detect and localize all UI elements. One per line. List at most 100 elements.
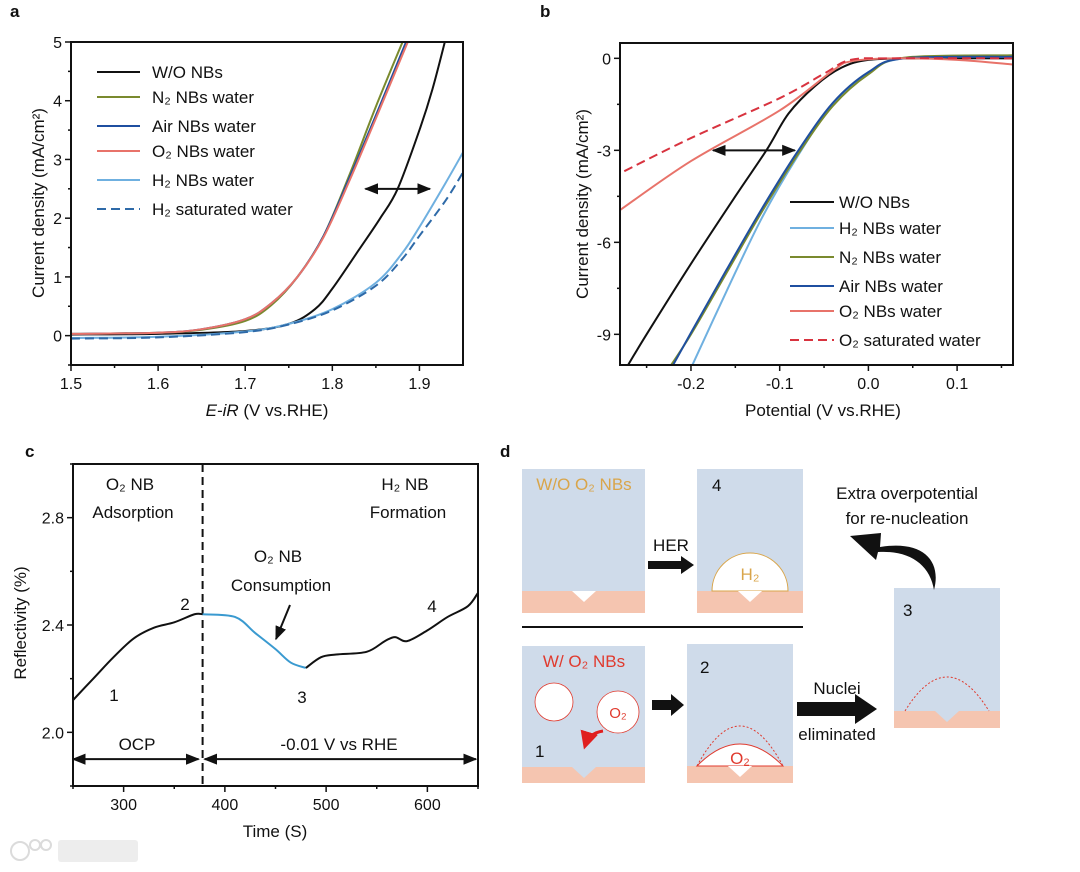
annotation-h2-nb: H₂ NB xyxy=(381,475,428,494)
chart-c: 300 400 500 600 2.0 2.4 2.8 xyxy=(42,463,479,814)
substrate xyxy=(522,591,645,613)
annotation-point-3: 3 xyxy=(297,688,306,707)
annotation-adsorption: Adsorption xyxy=(92,503,173,522)
chart-c-xlabel: Time (S) xyxy=(243,822,308,841)
chart-a-xlabel: E-iR (V vs.RHE) xyxy=(206,401,329,420)
panel-label-c: c xyxy=(25,442,34,461)
consumption-arrow xyxy=(275,604,291,641)
series-line xyxy=(626,57,1013,365)
x-tick-label: 1.9 xyxy=(408,376,430,393)
state-4: H₂ 4 xyxy=(697,469,803,613)
x-tick-label: 1.5 xyxy=(60,376,82,393)
series-line xyxy=(669,54,1013,365)
chart-c-ylabel: Reflectivity (%) xyxy=(11,566,30,679)
nuclei-eliminated-arrow-icon xyxy=(797,694,877,724)
legend-label: W/O NBs xyxy=(152,63,223,82)
panel-label-d: d xyxy=(500,442,510,461)
label-eliminated: eliminated xyxy=(798,725,876,744)
x-tick-label: -0.1 xyxy=(766,376,794,393)
legend: W/O NBs H₂ NBs water N₂ NBs water Air NBs w… xyxy=(790,193,981,350)
series-line xyxy=(671,55,1013,365)
annotation-consumption: Consumption xyxy=(231,576,331,595)
legend-label: O₂ saturated water xyxy=(839,331,981,350)
o2-nanobubble xyxy=(596,690,640,734)
label-h2: H₂ xyxy=(741,565,760,584)
x-tick-label: 0.1 xyxy=(946,376,968,393)
x-tick-label: 500 xyxy=(313,797,340,814)
y-tick-label: 2.4 xyxy=(42,618,64,635)
legend: W/O NBs N₂ NBs water Air NBs water O₂ NBs w… xyxy=(97,63,293,219)
annotation-o2-adsorption: O₂ NB xyxy=(106,475,154,494)
legend-label: Air NBs water xyxy=(152,117,256,136)
y-tick-label: 1 xyxy=(53,270,62,287)
series-line xyxy=(305,592,478,669)
x-tick-label: 600 xyxy=(414,797,441,814)
state-without-o2-nbs: W/O O₂ NBs xyxy=(522,469,645,613)
legend-label: O₂ NBs water xyxy=(152,142,255,161)
state-3: 3 xyxy=(894,588,1000,728)
state-2: O₂ 2 xyxy=(687,644,793,783)
legend-label: N₂ NBs water xyxy=(839,248,941,267)
legend-label: H₂ saturated water xyxy=(152,200,293,219)
y-tick-label: 0 xyxy=(602,51,611,68)
panel-label-b: b xyxy=(540,2,550,21)
series-line xyxy=(202,613,307,669)
label-step-2: 2 xyxy=(700,658,709,677)
y-tick-label: 0 xyxy=(53,329,62,346)
label-her: HER xyxy=(653,536,689,555)
y-tick-label: -3 xyxy=(597,143,611,160)
annotation-bias: -0.01 V vs RHE xyxy=(280,735,397,754)
h2-bubble xyxy=(711,552,789,592)
y-tick-label: 3 xyxy=(53,152,62,169)
chart-b-xlabel: Potential (V vs.RHE) xyxy=(745,401,901,420)
series-line xyxy=(71,42,409,335)
series-line xyxy=(620,57,1013,211)
legend-label: H₂ NBs water xyxy=(839,219,941,238)
y-tick-label: 4 xyxy=(53,94,62,111)
legend-label: N₂ NBs water xyxy=(152,88,254,107)
series-line xyxy=(73,612,203,701)
plot-area xyxy=(620,54,1013,365)
arrow-icon xyxy=(652,694,684,716)
annotation-ocp: OCP xyxy=(119,735,156,754)
chart-b-ylabel: Current density (mA/cm²) xyxy=(573,109,592,299)
label-re-nucleation: for re-nucleation xyxy=(846,509,969,528)
annotation-formation: Formation xyxy=(370,503,447,522)
watermark-logo xyxy=(10,839,138,862)
x-tick-label: 1.8 xyxy=(321,376,343,393)
annotation-point-2: 2 xyxy=(180,595,189,614)
series-line xyxy=(620,57,1013,175)
y-tick-label: -9 xyxy=(597,327,611,344)
y-tick-label: 5 xyxy=(53,35,62,52)
x-tick-label: 1.6 xyxy=(147,376,169,393)
y-tick-label: 2.8 xyxy=(42,511,64,528)
x-tick-label: 300 xyxy=(110,797,137,814)
o2-nucleus xyxy=(695,743,785,767)
mechanism-diagram: W/O O₂ NBs HER H₂ 4 W/ O₂ NBs O₂ 1 xyxy=(522,469,1000,783)
y-tick-label: 2 xyxy=(53,211,62,228)
chart-a: 1.5 1.6 1.7 1.8 1.9 0 1 2 3 4 5 W/O NBs N₂ NBs water… xyxy=(53,35,464,393)
label-step-4: 4 xyxy=(712,476,721,495)
plot-frame xyxy=(619,42,1014,366)
legend-label: Air NBs water xyxy=(839,277,943,296)
label-step-3: 3 xyxy=(903,601,912,620)
y-tick-label: 2.0 xyxy=(42,725,64,742)
o2-nanobubble xyxy=(534,682,574,722)
label-o2-nucleus: O₂ xyxy=(730,749,750,768)
chart-a-xlabel-italic: E-iR xyxy=(206,401,239,420)
panel-label-a: a xyxy=(10,2,20,21)
annotation-point-4: 4 xyxy=(427,597,436,616)
label-nuclei: Nuclei xyxy=(813,679,860,698)
plot-frame xyxy=(70,41,464,366)
plot-area xyxy=(73,464,478,786)
label-step-1: 1 xyxy=(535,742,544,761)
state-1: W/ O₂ NBs O₂ 1 xyxy=(522,646,645,783)
legend-label: W/O NBs xyxy=(839,193,910,212)
chart-b: -0.2 -0.1 0.0 0.1 0 -3 -6 -9 W/O NBs H₂ NBs water… xyxy=(597,42,1014,393)
legend-label: H₂ NBs water xyxy=(152,171,254,190)
legend-label: O₂ NBs water xyxy=(839,302,942,321)
label-without-o2-nbs: W/O O₂ NBs xyxy=(536,475,631,494)
y-tick-label: -6 xyxy=(597,235,611,252)
label-with-o2-nbs: W/ O₂ NBs xyxy=(543,652,625,671)
